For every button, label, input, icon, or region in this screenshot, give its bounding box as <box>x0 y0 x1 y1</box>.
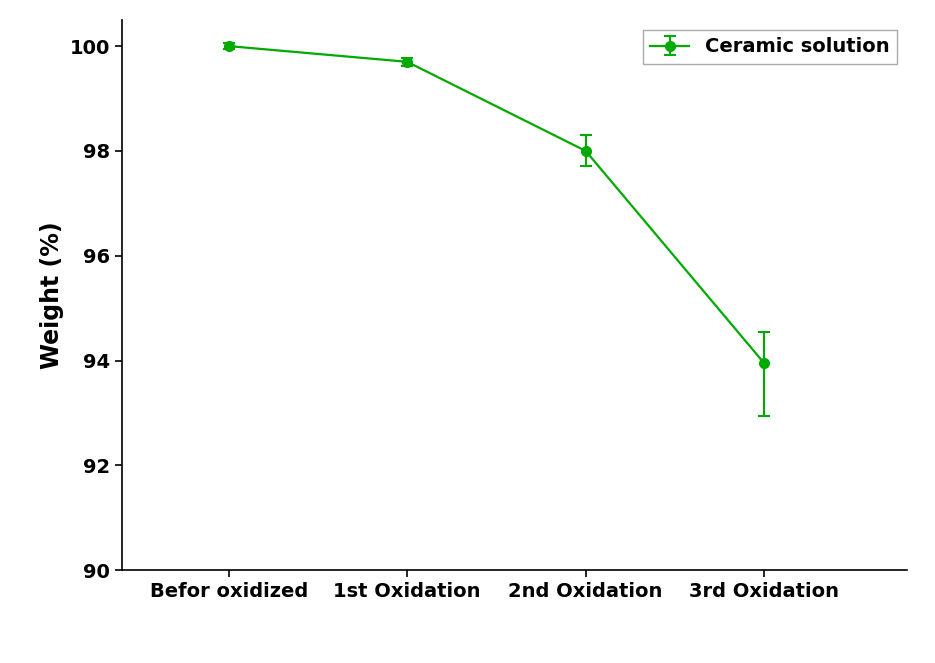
Legend: Ceramic solution: Ceramic solution <box>642 30 898 64</box>
Y-axis label: Weight (%): Weight (%) <box>40 221 64 369</box>
